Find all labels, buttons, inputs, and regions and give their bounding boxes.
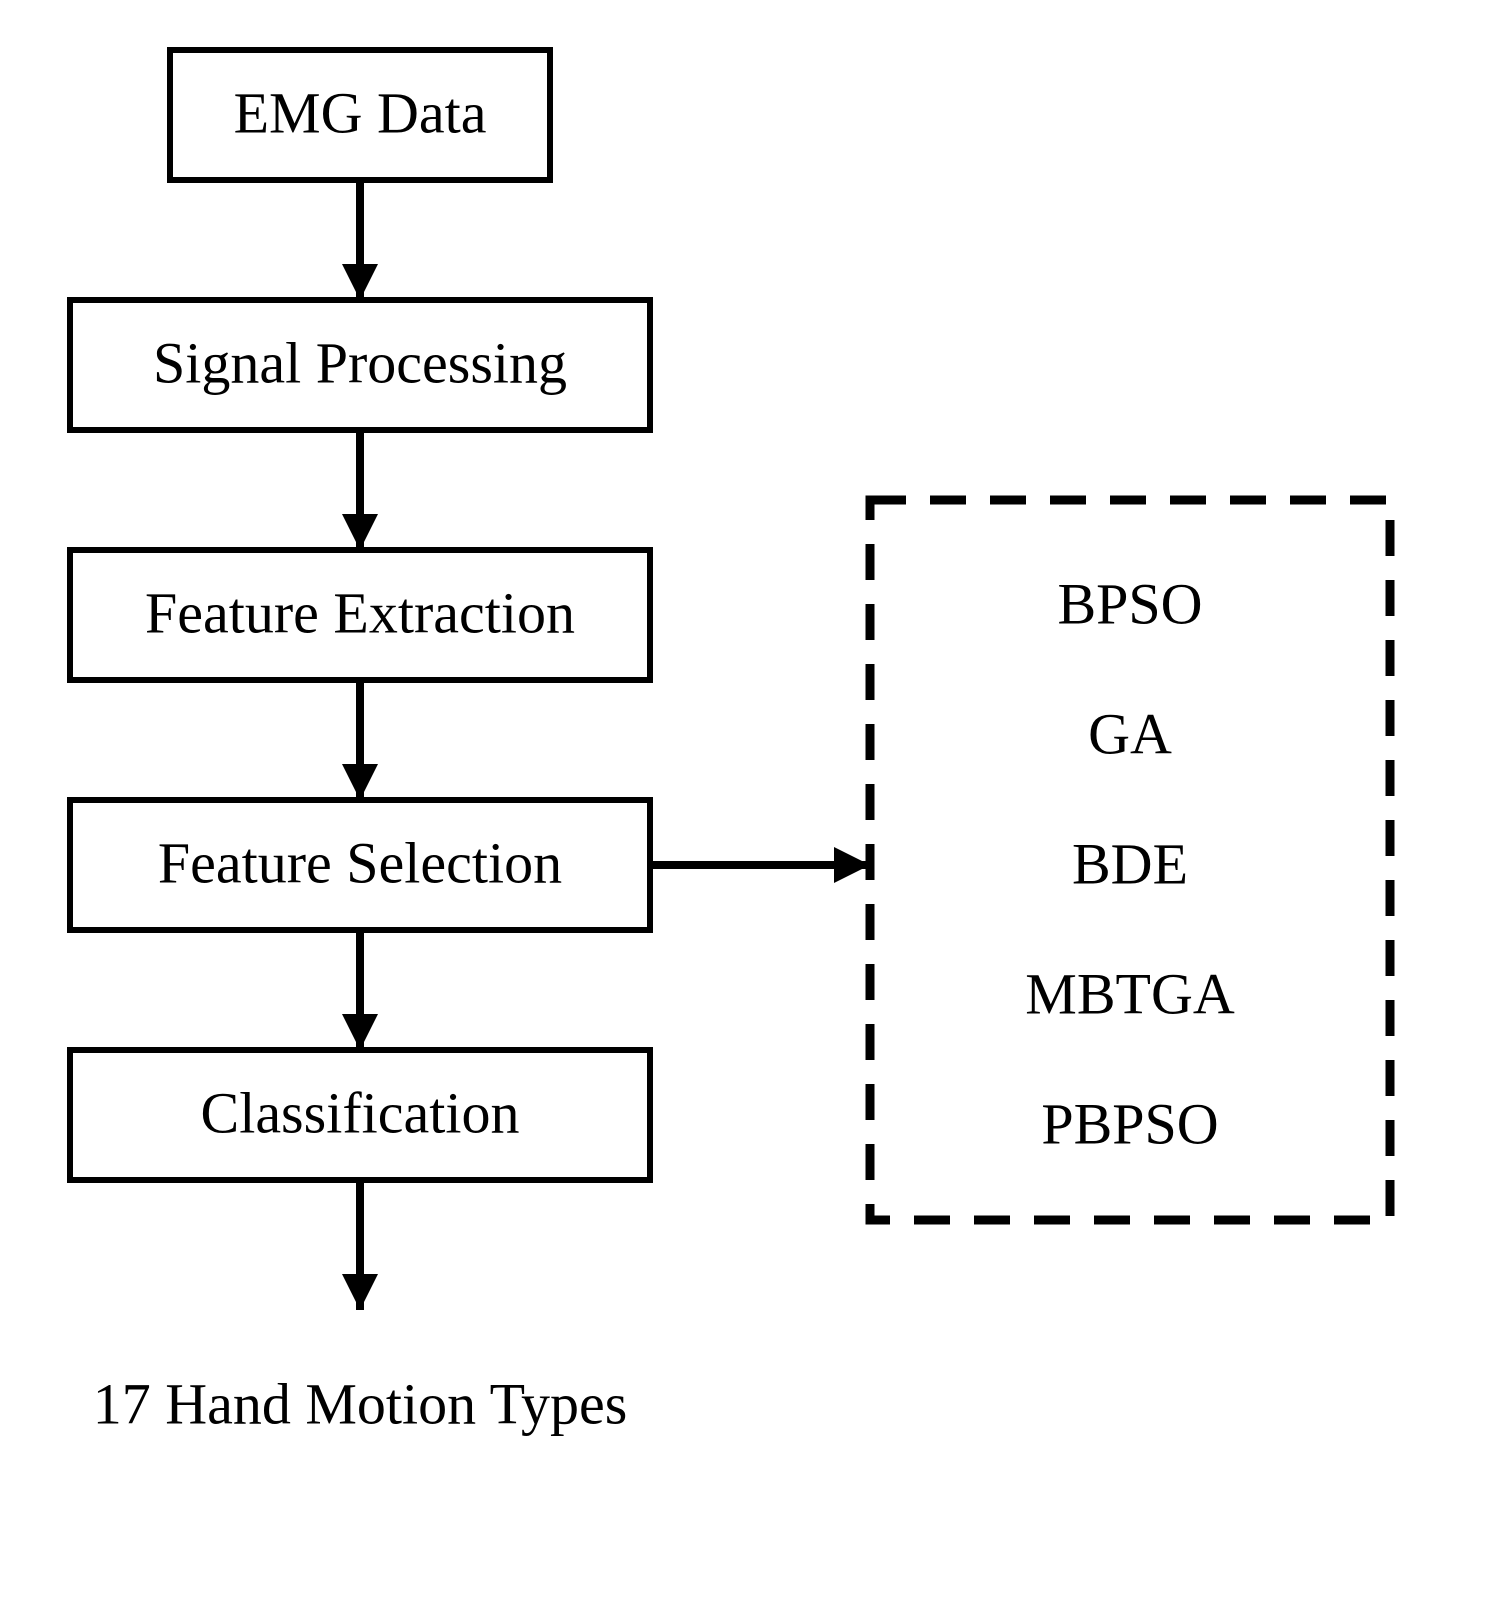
algorithm-item-1: GA	[1088, 701, 1172, 766]
node-featsel-label: Feature Selection	[158, 830, 562, 895]
output-label: 17 Hand Motion Types	[93, 1371, 628, 1436]
node-classif-label: Classification	[201, 1080, 520, 1145]
algorithm-item-0: BPSO	[1057, 571, 1202, 636]
node-emg-label: EMG Data	[234, 80, 487, 145]
node-sigproc-label: Signal Processing	[153, 330, 567, 395]
node-featext-label: Feature Extraction	[145, 580, 575, 645]
algorithm-item-2: BDE	[1072, 831, 1188, 896]
algorithm-item-3: MBTGA	[1025, 961, 1235, 1026]
algorithm-item-4: PBPSO	[1041, 1091, 1218, 1156]
